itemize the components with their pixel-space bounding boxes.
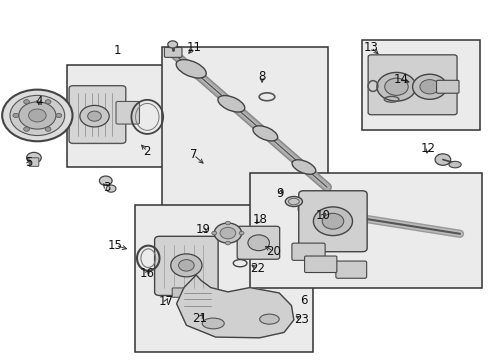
Circle shape: [178, 260, 194, 271]
FancyBboxPatch shape: [162, 47, 328, 223]
Circle shape: [28, 109, 46, 122]
Text: 12: 12: [421, 142, 436, 155]
Circle shape: [24, 127, 29, 131]
FancyBboxPatch shape: [172, 288, 194, 297]
Text: 16: 16: [140, 267, 155, 280]
Ellipse shape: [202, 318, 224, 329]
Circle shape: [212, 231, 217, 235]
FancyBboxPatch shape: [305, 256, 337, 273]
Circle shape: [413, 74, 447, 99]
Text: 3: 3: [103, 181, 110, 194]
Circle shape: [13, 113, 19, 118]
FancyBboxPatch shape: [299, 191, 367, 252]
Circle shape: [225, 241, 230, 245]
FancyBboxPatch shape: [237, 226, 280, 259]
Text: 4: 4: [35, 95, 43, 108]
Text: 8: 8: [258, 69, 266, 82]
Text: 14: 14: [394, 73, 409, 86]
Circle shape: [239, 231, 244, 235]
FancyBboxPatch shape: [135, 205, 314, 352]
FancyBboxPatch shape: [164, 47, 182, 57]
FancyBboxPatch shape: [292, 243, 325, 260]
Circle shape: [24, 100, 29, 104]
Text: 11: 11: [186, 41, 201, 54]
Circle shape: [420, 80, 440, 94]
Circle shape: [106, 185, 116, 192]
Circle shape: [56, 113, 62, 118]
Ellipse shape: [176, 60, 206, 78]
Circle shape: [45, 127, 51, 131]
FancyBboxPatch shape: [437, 80, 459, 93]
Ellipse shape: [260, 314, 279, 324]
Circle shape: [88, 111, 101, 121]
Text: 10: 10: [316, 210, 331, 222]
FancyBboxPatch shape: [116, 102, 140, 124]
Text: 22: 22: [250, 262, 265, 275]
Text: 19: 19: [196, 223, 211, 236]
Text: 17: 17: [158, 296, 173, 309]
FancyBboxPatch shape: [362, 40, 480, 130]
Circle shape: [377, 72, 416, 101]
Polygon shape: [176, 275, 294, 338]
Text: 13: 13: [364, 41, 378, 54]
Text: 18: 18: [252, 213, 267, 226]
FancyBboxPatch shape: [250, 173, 482, 288]
Circle shape: [214, 223, 242, 243]
Circle shape: [80, 105, 109, 127]
Circle shape: [99, 176, 112, 185]
FancyBboxPatch shape: [336, 261, 367, 278]
FancyBboxPatch shape: [155, 236, 218, 296]
Text: 21: 21: [193, 311, 208, 325]
Ellipse shape: [292, 160, 316, 174]
Ellipse shape: [253, 126, 278, 141]
Circle shape: [220, 227, 236, 239]
Circle shape: [19, 102, 56, 129]
FancyBboxPatch shape: [69, 86, 126, 143]
Circle shape: [314, 207, 352, 235]
Circle shape: [168, 41, 177, 48]
Text: 6: 6: [300, 294, 307, 307]
FancyBboxPatch shape: [67, 65, 167, 167]
Circle shape: [26, 152, 41, 163]
Text: 23: 23: [294, 312, 309, 326]
Text: 2: 2: [144, 145, 151, 158]
FancyBboxPatch shape: [29, 158, 39, 166]
FancyBboxPatch shape: [368, 55, 457, 115]
Text: 9: 9: [276, 187, 284, 200]
Ellipse shape: [285, 197, 302, 207]
Circle shape: [385, 78, 408, 95]
Circle shape: [2, 90, 73, 141]
Circle shape: [45, 100, 51, 104]
Circle shape: [322, 213, 343, 229]
Text: 15: 15: [108, 239, 123, 252]
Text: 7: 7: [190, 148, 197, 161]
Text: 5: 5: [25, 156, 33, 169]
Ellipse shape: [218, 95, 245, 112]
Circle shape: [435, 154, 451, 165]
Ellipse shape: [449, 161, 461, 168]
Text: 20: 20: [266, 244, 281, 257]
Circle shape: [248, 235, 270, 251]
Circle shape: [10, 95, 65, 135]
Circle shape: [171, 254, 202, 277]
Text: 1: 1: [113, 44, 121, 57]
Circle shape: [225, 221, 230, 225]
